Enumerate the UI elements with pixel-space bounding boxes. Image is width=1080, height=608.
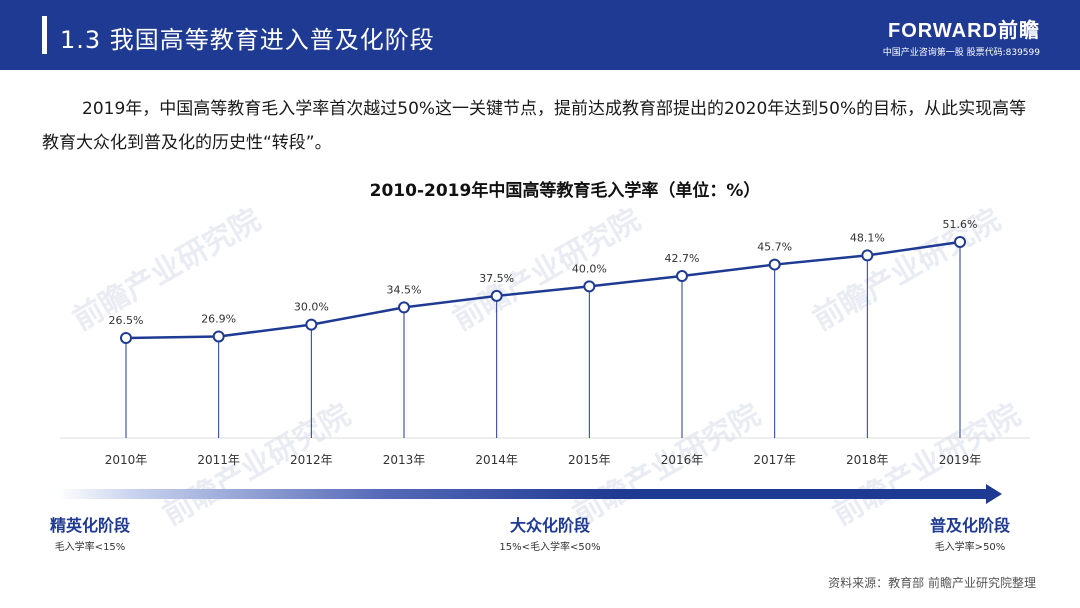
stage-elite: 精英化阶段 毛入学率<15% [35, 512, 145, 553]
x-tick-label: 2014年 [475, 453, 518, 467]
x-tick-label: 2018年 [846, 453, 889, 467]
arrow-head-icon [986, 484, 1002, 504]
brand-tagline: 中国产业咨询第一股 股票代码:839599 [882, 48, 1040, 58]
data-label: 26.9% [201, 312, 236, 325]
x-tick-label: 2019年 [939, 453, 982, 467]
x-tick-label: 2010年 [105, 453, 148, 467]
data-label: 51.6% [943, 218, 978, 231]
stage-name: 精英化阶段 [49, 516, 130, 535]
stage-name: 普及化阶段 [929, 516, 1010, 535]
data-label: 34.5% [387, 283, 422, 296]
chart-title: 2010-2019年中国高等教育毛入学率（单位：%） [369, 181, 761, 201]
data-label: 45.7% [757, 241, 792, 254]
data-label: 40.0% [572, 262, 607, 275]
section-title: 1.3 我国高等教育进入普及化阶段 [60, 26, 435, 54]
data-label: 42.7% [665, 252, 700, 265]
stage-mass: 大众化阶段 15%<毛入学率<50% [480, 512, 620, 553]
data-point [861, 249, 874, 262]
data-point [120, 332, 132, 344]
brand-name: FORWARD前瞻 [888, 20, 1040, 42]
data-point [768, 258, 781, 271]
data-point [398, 301, 410, 314]
data-point [583, 280, 596, 293]
x-tick-label: 2015年 [568, 453, 611, 467]
stage-arrow-bar [58, 489, 988, 499]
data-point [305, 318, 318, 331]
data-label: 26.5% [109, 314, 144, 327]
stage-desc: 15%<毛入学率<50% [499, 542, 601, 553]
data-label: 37.5% [479, 272, 514, 285]
data-point [954, 236, 966, 248]
data-point [676, 270, 688, 283]
header-banner: 1.3 我国高等教育进入普及化阶段 FORWARD前瞻 中国产业咨询第一股 股票… [0, 0, 1080, 70]
data-point [490, 289, 503, 302]
stage-desc: 毛入学率<15% [54, 542, 126, 553]
intro-paragraph: 2019年，中国高等教育毛入学率首次越过50%这一关键节点，提前达成教育部提出的… [42, 99, 1027, 153]
stage-name: 大众化阶段 [509, 516, 590, 535]
x-tick-label: 2017年 [753, 453, 796, 467]
line-chart: 26.5% 2010年 26.9% 2011年 30.0% 2012年 34.5% 2013年… [60, 218, 1030, 467]
source-note: 资料来源：教育部 前瞻产业研究院整理 [828, 576, 1036, 590]
data-point [212, 330, 225, 343]
stage-desc: 毛入学率>50% [934, 542, 1006, 553]
x-tick-label: 2016年 [661, 453, 704, 467]
brand-logo: FORWARD前瞻 中国产业咨询第一股 股票代码:839599 [883, 14, 1040, 58]
stage-universal: 普及化阶段 毛入学率>50% [915, 512, 1025, 553]
title-accent-bar [42, 16, 47, 54]
x-tick-label: 2013年 [383, 453, 426, 467]
x-tick-label: 2012年 [290, 453, 333, 467]
x-tick-label: 2011年 [197, 453, 240, 467]
data-label: 30.0% [294, 301, 329, 314]
series-line [125, 240, 961, 340]
data-label: 48.1% [850, 231, 885, 244]
